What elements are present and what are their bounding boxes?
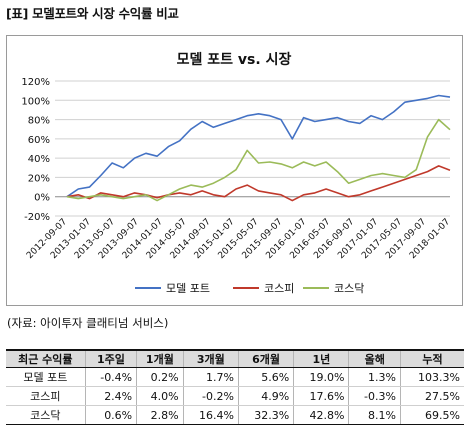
- table-cell: 42.8%: [293, 405, 349, 425]
- header-cell: 3개월: [182, 349, 239, 368]
- table-row: 코스피 2.4% 4.0% -0.2% 4.9% 17.6% -0.3% 27.…: [6, 386, 464, 406]
- table-cell: 2.8%: [136, 405, 184, 425]
- table-cell: 32.3%: [237, 405, 294, 425]
- table-cell: 4.0%: [136, 386, 184, 406]
- header-cell: 1주일: [84, 349, 137, 368]
- header-cell: 1년: [293, 349, 349, 368]
- table-cell: 1.3%: [348, 367, 401, 387]
- y-tick-label: -20%: [24, 212, 50, 223]
- header-cell: 1개월: [136, 349, 184, 368]
- table-row: 코스닥 0.6% 2.8% 16.4% 32.3% 42.8% 8.1% 69.…: [6, 405, 464, 425]
- row-label: 모델 포트: [6, 367, 86, 387]
- table-cell: 5.6%: [237, 367, 294, 387]
- table-cell: 103.3%: [399, 367, 464, 387]
- table-cell: -0.4%: [84, 367, 137, 387]
- header-cell: 최근 수익률: [6, 349, 86, 368]
- table-cell: 69.5%: [399, 405, 464, 425]
- table-cell: 2.4%: [84, 386, 137, 406]
- header-cell: 6개월: [237, 349, 294, 368]
- table-cell: 19.0%: [293, 367, 349, 387]
- source-note: (자료: 아이투자 클래티넘 서비스): [7, 316, 169, 330]
- row-label: 코스닥: [6, 405, 86, 425]
- legend-label: 모델 포트: [166, 282, 210, 295]
- legend-label: 코스피: [264, 282, 294, 295]
- y-tick-label: 40%: [28, 154, 50, 165]
- line-chart: 모델 포트 vs. 시장-20%0%20%40%60%80%100%120%20…: [21, 51, 452, 295]
- y-tick-label: 120%: [21, 77, 50, 88]
- table-cell: -0.3%: [348, 386, 401, 406]
- series-line: [66, 94, 451, 198]
- header-cell: 누적: [399, 349, 464, 368]
- table-cell: 16.4%: [182, 405, 239, 425]
- page-heading: [표] 모델포트와 시장 수익률 비교: [6, 6, 179, 21]
- table-cell: 4.9%: [237, 386, 294, 406]
- y-tick-label: 20%: [28, 173, 50, 184]
- row-label: 코스피: [6, 386, 86, 406]
- chart-frame: 모델 포트 vs. 시장 -20% 0% 20% 40% 60% 80% 100% 120% 20…: [6, 35, 463, 306]
- y-tick-label: 100%: [21, 96, 50, 107]
- header-cell: 올해: [348, 349, 401, 368]
- series-line: [66, 118, 451, 202]
- table-header-row: 최근 수익률 1주일 1개월 3개월 6개월 1년 올해 누적: [6, 349, 464, 368]
- y-tick-label: 80%: [28, 116, 50, 127]
- series-line: [66, 165, 451, 202]
- chart-title: 모델 포트 vs. 시장: [177, 51, 292, 68]
- table-cell: 0.6%: [84, 405, 137, 425]
- y-tick-label: 0%: [34, 193, 50, 204]
- y-tick-label: 60%: [28, 135, 50, 146]
- table-cell: 17.6%: [293, 386, 349, 406]
- legend-label: 코스닥: [334, 282, 364, 295]
- table-cell: 1.7%: [182, 367, 239, 387]
- table-cell: 27.5%: [399, 386, 464, 406]
- returns-table: 최근 수익률 1주일 1개월 3개월 6개월 1년 올해 누적 모델 포트 -0…: [6, 349, 464, 425]
- table-row: 모델 포트 -0.4% 0.2% 1.7% 5.6% 19.0% 1.3% 10…: [6, 367, 464, 387]
- table-cell: -0.2%: [182, 386, 239, 406]
- table-cell: 8.1%: [348, 405, 401, 425]
- table-cell: 0.2%: [136, 367, 184, 387]
